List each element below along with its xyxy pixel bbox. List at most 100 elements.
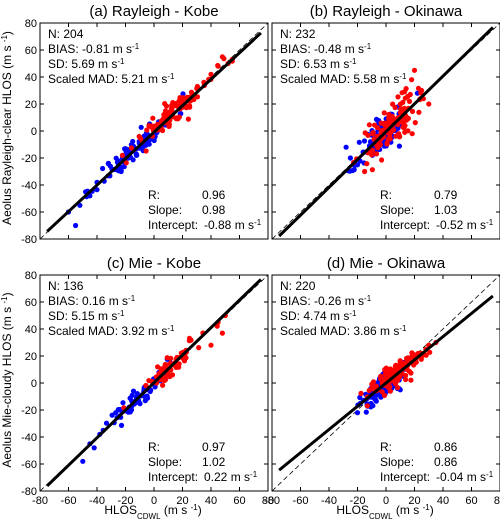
x-axis-label-right: HLOSCDWL (m s -1) (336, 503, 433, 520)
y-axis-label-bottom: Aeolus Mie-cloudy HLOS (m s -1) (0, 292, 14, 467)
data-point (373, 116, 380, 122)
data-point (143, 382, 149, 389)
stat-sd: SD: 4.74 m s-1 (280, 309, 357, 324)
data-point (411, 67, 418, 73)
data-point (423, 352, 429, 358)
data-point (390, 101, 396, 107)
data-point (397, 133, 403, 139)
data-point (362, 168, 368, 175)
x-tick-label: 80 (494, 495, 500, 507)
stat-slope: Slope: 1.02 (148, 455, 226, 469)
data-point (100, 165, 106, 172)
data-point (402, 95, 408, 101)
data-point (358, 390, 364, 396)
x-tick-label: -80 (264, 495, 280, 507)
data-point (130, 138, 136, 145)
data-point (215, 63, 221, 69)
data-point (196, 345, 202, 351)
data-point (161, 377, 167, 384)
x-tick-label: 0 (151, 495, 157, 507)
data-point (73, 222, 79, 229)
data-point (118, 422, 125, 428)
stat-sd: SD: 6.53 m s-1 (280, 57, 357, 72)
data-point (219, 54, 225, 60)
data-point (130, 157, 136, 163)
data-point (392, 363, 398, 369)
regression-line (46, 31, 262, 233)
y-tick-label: 20 (25, 99, 37, 111)
data-point (133, 152, 139, 158)
data-point (144, 127, 150, 133)
stat-n: N: 136 (48, 279, 84, 293)
data-point (395, 94, 401, 100)
x-tick-label: -60 (61, 495, 77, 507)
data-point (162, 101, 168, 107)
data-point (416, 109, 422, 115)
x-tick-label: -40 (321, 495, 337, 507)
data-point (180, 95, 186, 101)
data-point (354, 410, 361, 416)
data-point (409, 350, 415, 356)
data-point (176, 361, 182, 367)
panel-title: (d) Mie - Okinawa (327, 255, 446, 272)
data-point (397, 359, 403, 366)
data-point (185, 116, 191, 122)
data-point (146, 378, 152, 384)
data-point (379, 157, 385, 163)
plot-area (272, 275, 500, 491)
data-point (403, 359, 409, 365)
stat-n: N: 204 (48, 27, 84, 41)
data-point (168, 355, 174, 361)
data-point (138, 135, 144, 142)
y-tick-label: 60 (25, 45, 37, 57)
stat-intercept: Intercept: -0.04 m s-1 (380, 470, 494, 485)
plot-area (40, 23, 268, 239)
data-point (194, 94, 201, 100)
stat-n: N: 220 (280, 279, 316, 293)
data-point (119, 152, 125, 158)
data-point (362, 130, 368, 136)
data-point (160, 382, 166, 388)
regression-line (278, 26, 494, 238)
stat-bias: BIAS: 0.16 m s-1 (48, 294, 136, 309)
stat-scaledmad: Scaled MAD: 3.86 m s-1 (280, 324, 407, 339)
stat-r: R: 0.86 (380, 440, 458, 454)
stat-bias: BIAS: -0.81 m s-1 (48, 42, 140, 57)
data-point (165, 371, 171, 377)
data-point (397, 109, 404, 115)
y-tick-label: 60 (25, 297, 37, 309)
panel-4: (d) Mie - Okinawa -80 -60 -40 -20 0 20 40 60 80 N:… (264, 255, 500, 507)
panel-1: (a) Rayleigh - Kobe -80 -60 -40 -20 0 20 40 60 80… (21, 3, 269, 246)
y-tick-label: 40 (25, 324, 37, 336)
data-point (364, 161, 370, 167)
stat-slope: Slope: 1.03 (380, 203, 458, 217)
data-point (115, 407, 121, 413)
y-tick-label: -40 (21, 432, 37, 444)
data-point (113, 155, 119, 161)
y-tick-label: -60 (21, 207, 37, 219)
stat-r: R: 0.79 (380, 188, 458, 202)
data-point (397, 373, 403, 379)
stat-bias: BIAS: -0.48 m s-1 (280, 42, 372, 57)
stat-r: R: 0.96 (148, 188, 226, 202)
data-point (395, 385, 401, 391)
data-point (354, 162, 361, 168)
data-point (393, 381, 399, 387)
data-point (375, 145, 381, 151)
data-point (374, 125, 381, 131)
data-point (181, 358, 188, 364)
data-point (370, 379, 377, 385)
data-point (356, 139, 362, 145)
y-tick-label: -80 (21, 234, 37, 246)
data-point (166, 121, 172, 127)
data-point (397, 101, 403, 107)
data-point (173, 116, 179, 122)
one-to-one-line (272, 275, 500, 491)
data-point (370, 130, 376, 136)
data-point (409, 131, 415, 137)
data-point (128, 145, 134, 151)
data-point (143, 148, 149, 154)
x-tick-label: -40 (89, 495, 105, 507)
